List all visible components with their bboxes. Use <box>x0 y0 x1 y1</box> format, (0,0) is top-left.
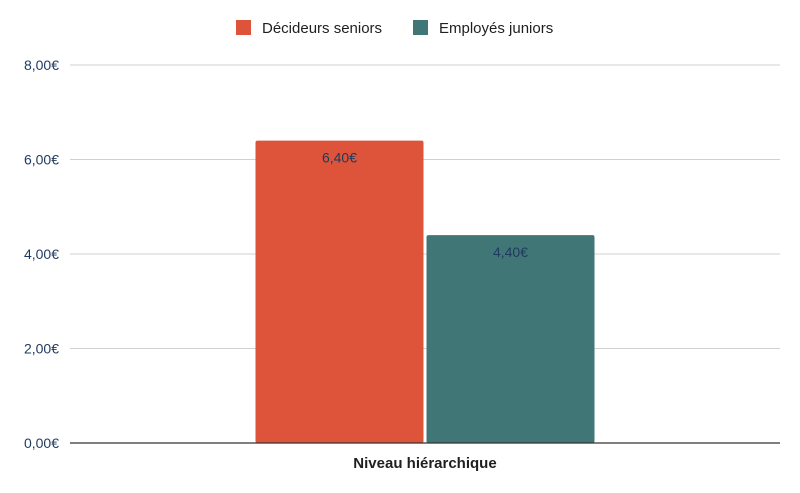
y-tick-label: 0,00€ <box>24 435 59 451</box>
legend-label: Employés juniors <box>439 20 553 37</box>
y-tick-label: 2,00€ <box>24 341 59 357</box>
x-axis-categories: Niveau hiérarchique <box>353 455 496 472</box>
bar-employes-juniors <box>426 235 595 443</box>
y-axis-ticks: 0,00€ 2,00€ 4,00€ 6,00€ 8,00€ <box>24 57 59 451</box>
gridlines <box>70 64 780 349</box>
y-tick-label: 6,00€ <box>24 152 59 168</box>
bars: 6,40€ 4,40€ <box>255 140 595 443</box>
bar-data-label: 4,40€ <box>493 244 528 260</box>
x-category-label: Niveau hiérarchique <box>353 455 496 472</box>
legend-label: Décideurs seniors <box>262 20 382 37</box>
y-tick-label: 8,00€ <box>24 57 59 73</box>
bar-data-label: 6,40€ <box>322 150 357 166</box>
legend-swatch <box>236 20 251 35</box>
legend-swatch <box>413 20 428 35</box>
bar-decideurs-seniors <box>255 140 424 443</box>
legend: Décideurs seniors Employés juniors <box>236 20 553 37</box>
y-tick-label: 4,00€ <box>24 246 59 262</box>
